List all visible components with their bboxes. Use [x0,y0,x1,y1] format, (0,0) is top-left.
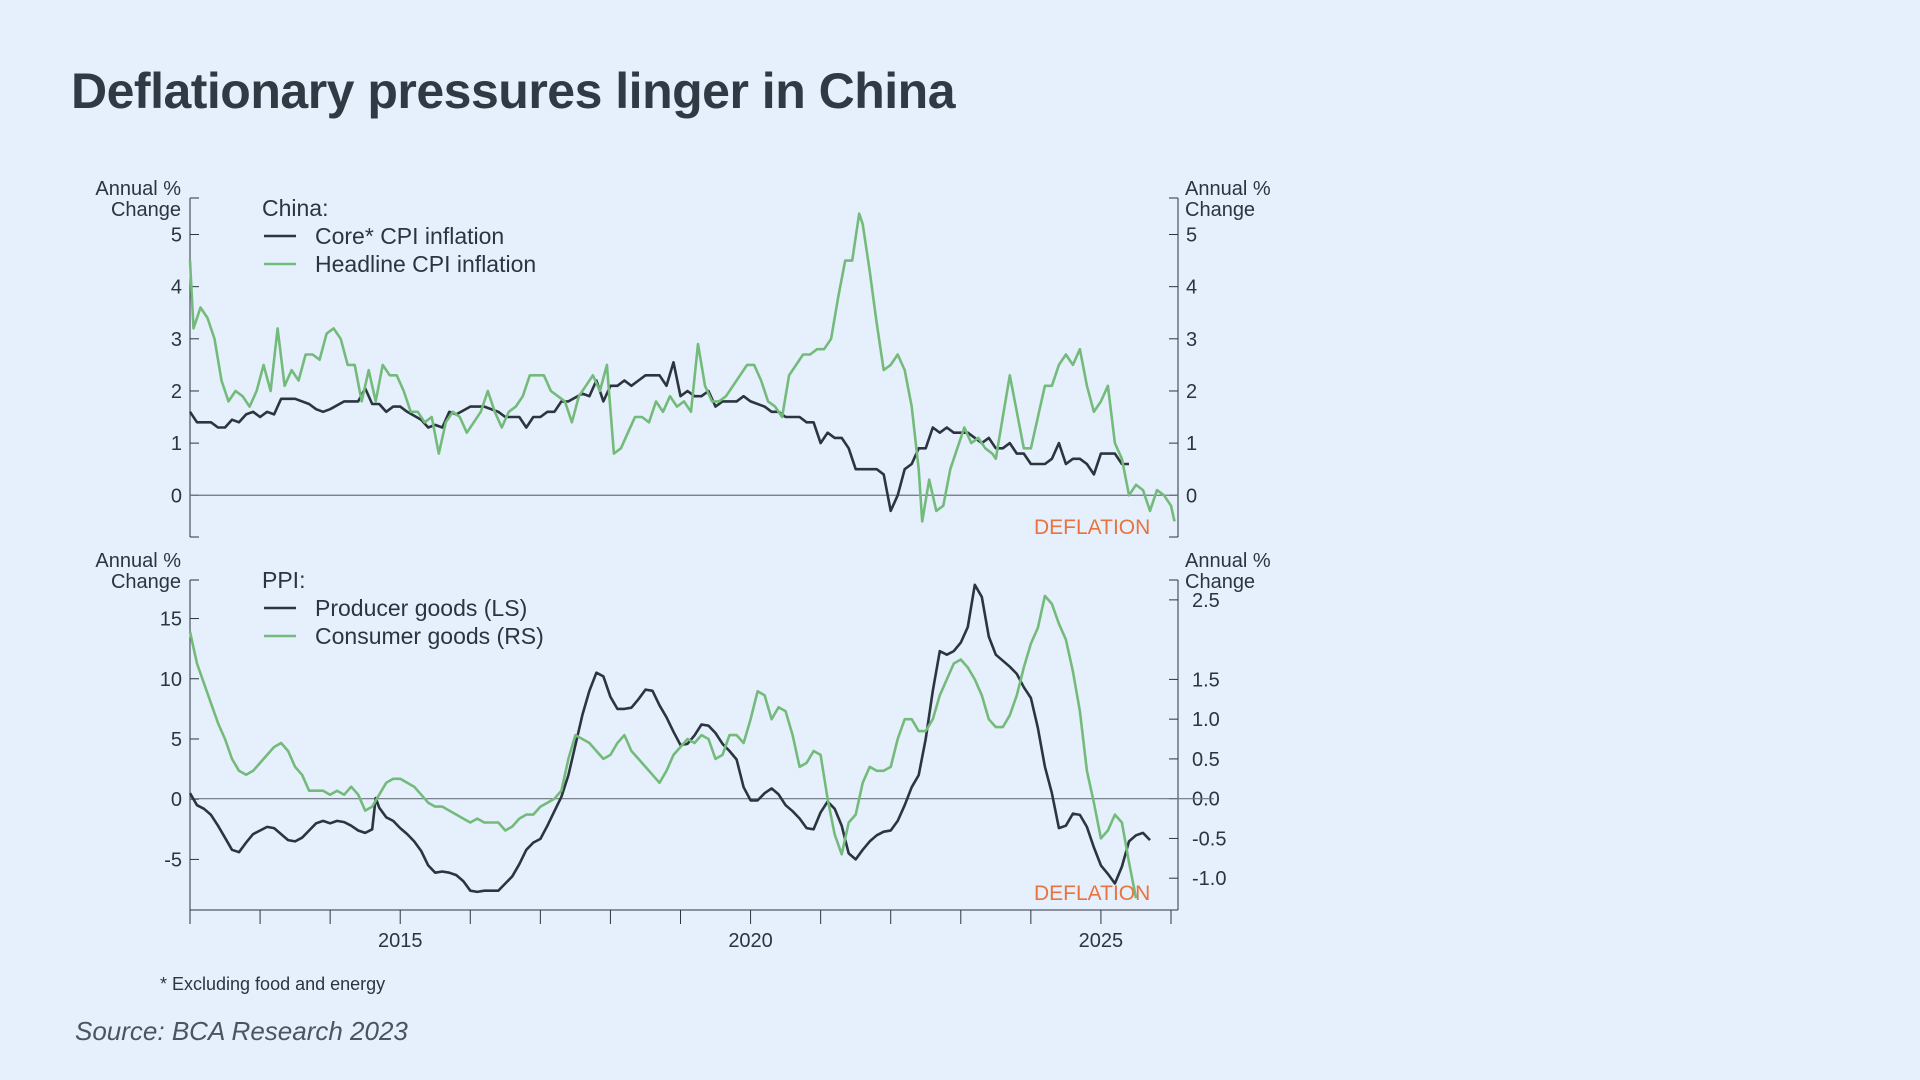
bottom-right-tick-label: 1.5 [1192,669,1220,691]
bottom-legend-producer-label: Producer goods (LS) [315,595,527,621]
source-note: Source: BCA Research 2023 [75,1016,408,1046]
bottom-right-axis-title-line1: Annual % [1185,550,1271,572]
chart-title: Deflationary pressures linger in China [71,63,956,119]
top-legend-core-label: Core* CPI inflation [315,223,504,249]
bottom-right-tick-label: -1.0 [1192,868,1226,890]
top-right-tick-label: 3 [1186,329,1197,351]
top-legend-headline-label: Headline CPI inflation [315,251,536,277]
top-left-tick-label: 2 [171,381,182,403]
bottom-legend-consumer-label: Consumer goods (RS) [315,623,544,649]
bottom-right-axis-title-line2: Change [1185,571,1255,593]
top-right-axis-title-line2: Change [1185,199,1255,221]
top-left-axis-title-line1: Annual % [95,178,181,200]
producer-goods-series-line [188,583,1151,894]
bottom-right-tick-label: 2.5 [1192,590,1220,612]
bottom-right-tick-label: 0.5 [1192,749,1220,771]
bottom-left-tick-label: 5 [171,729,182,751]
footnote: * Excluding food and energy [160,974,386,994]
top-panel: Annual % Change Annual % Change China: C… [95,178,1270,539]
bottom-right-tick-label: -0.5 [1192,828,1226,850]
bottom-right-tick-label: 1.0 [1192,709,1220,731]
top-left-tick-label: 1 [171,433,182,455]
bottom-legend-title: PPI: [262,567,305,593]
bottom-deflation-annotation: DEFLATION [1034,882,1150,905]
bottom-right-tick-label: 0.0 [1192,789,1220,811]
top-left-tick-label: 0 [171,485,182,507]
x-tick-label: 2025 [1079,930,1124,952]
top-right-tick-label: 0 [1186,485,1197,507]
x-tick-label: 2015 [378,930,423,952]
top-left-tick-label: 5 [171,225,182,247]
x-tick-label: 2020 [728,930,773,952]
consumer-goods-series-line [188,594,1138,899]
bottom-left-tick-label: 15 [160,609,182,631]
core-cpi-series-line [188,361,1129,513]
top-right-tick-label: 5 [1186,225,1197,247]
top-right-tick-label: 4 [1186,277,1197,299]
top-right-tick-label: 1 [1186,433,1197,455]
top-deflation-annotation: DEFLATION [1034,516,1150,539]
top-right-axis-title-line1: Annual % [1185,178,1271,200]
top-left-tick-label: 3 [171,329,182,351]
bottom-left-tick-label: 10 [160,669,182,691]
top-right-tick-label: 2 [1186,381,1197,403]
bottom-left-tick-label: 0 [171,789,182,811]
bottom-left-tick-label: -5 [164,849,182,871]
top-left-axis-title-line2: Change [111,199,181,221]
bottom-panel: Annual % Change Annual % Change PPI: Pro… [95,550,1270,952]
top-legend-title: China: [262,195,328,221]
headline-cpi-series-line [188,212,1176,523]
bottom-left-axis-title-line1: Annual % [95,550,181,572]
bottom-left-axis-title-line2: Change [111,571,181,593]
top-left-tick-label: 4 [171,277,182,299]
